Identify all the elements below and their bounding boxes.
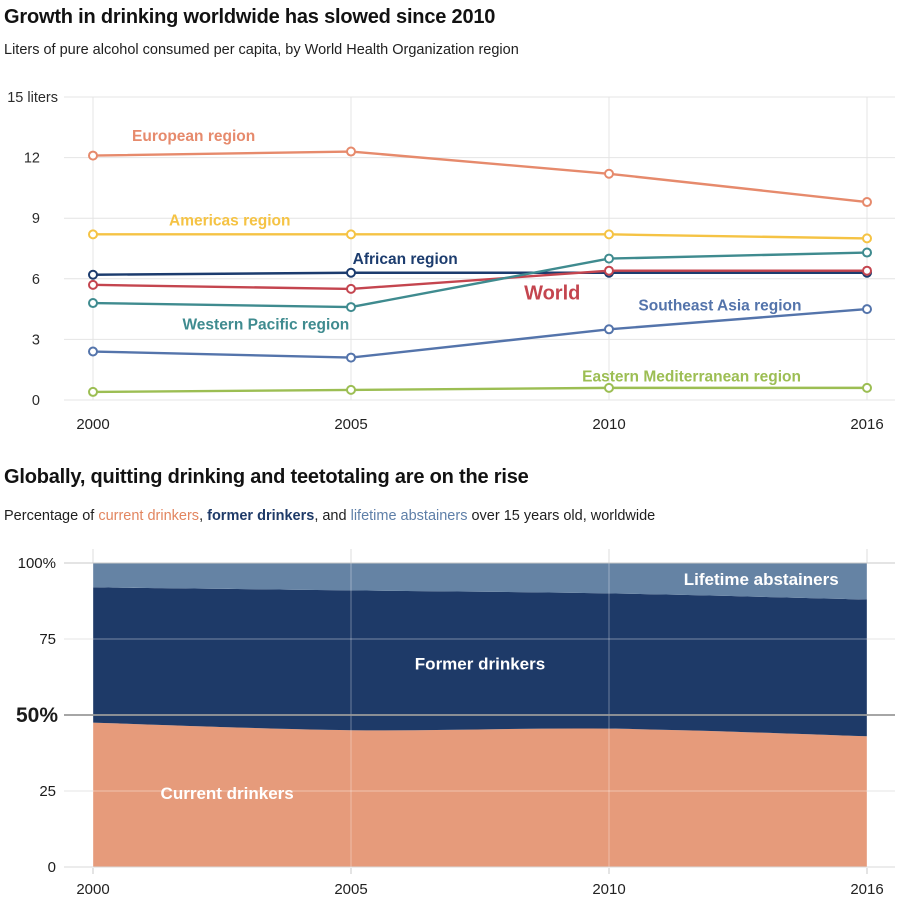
data-point-americas-region: [604, 229, 614, 240]
series-line-southeast-asia-region: [92, 307, 868, 359]
area-lifetime-abstainers: [93, 563, 867, 600]
y-tick-label: 100%: [18, 555, 56, 572]
x-tick-label: 2010: [592, 881, 625, 898]
x-tick-label: 2016: [850, 881, 883, 898]
data-point-southeast-asia-region: [346, 352, 356, 363]
x-tick-label: 2000: [76, 416, 109, 433]
area-current-drinkers: [93, 722, 867, 867]
subtitle-text: Percentage of: [4, 508, 99, 524]
y-tick-label: 15 liters: [7, 90, 58, 106]
y-tick-label: 0: [48, 859, 56, 876]
series-label-western-pacific-region: Western Pacific region: [182, 317, 349, 334]
data-point-european-region: [346, 146, 356, 157]
data-point-eastern-mediterranean-region: [862, 382, 872, 393]
series-line-european-region: [92, 150, 868, 204]
series-line-world: [92, 269, 867, 291]
data-point-eastern-mediterranean-region: [346, 384, 356, 395]
series-line-african-region: [92, 271, 867, 276]
data-point-americas-region: [346, 229, 356, 240]
y-tick-label: 50%: [16, 704, 58, 727]
y-tick-label: 9: [32, 211, 40, 227]
series-label-world: World: [524, 282, 580, 304]
x-tick-label: 2005: [334, 416, 367, 433]
data-point-southeast-asia-region: [862, 304, 872, 315]
y-tick-label: 0: [32, 393, 40, 409]
subtitle-text: over 15 years old, worldwide: [467, 508, 656, 524]
chart2-title: Globally, quitting drinking and teetotal…: [4, 466, 529, 488]
y-tick-label: 6: [32, 272, 40, 288]
data-point-eastern-mediterranean-region: [88, 386, 98, 397]
series-label-current-drinkers: Current drinkers: [161, 784, 294, 803]
data-point-western-pacific-region: [88, 298, 98, 309]
series-label-lifetime-abstainers: Lifetime abstainers: [684, 570, 839, 589]
y-tick-label: 25: [39, 783, 56, 800]
data-point-eastern-mediterranean-region: [604, 382, 614, 393]
data-point-southeast-asia-region: [88, 346, 98, 357]
subtitle-text: , and: [314, 508, 351, 524]
chart2-subtitle: Percentage of current drinkers, former d…: [4, 508, 655, 524]
data-point-americas-region: [88, 229, 98, 240]
data-point-world: [862, 265, 872, 276]
data-point-european-region: [88, 150, 98, 161]
x-tick-label: 2005: [334, 881, 367, 898]
x-tick-label: 2000: [76, 881, 109, 898]
series-label-african-region: African region: [353, 251, 458, 268]
series-label-southeast-asia-region: Southeast Asia region: [638, 298, 801, 315]
data-point-world: [88, 279, 98, 290]
data-point-western-pacific-region: [862, 247, 872, 258]
data-point-western-pacific-region: [604, 253, 614, 264]
series-label-eastern-mediterranean-region: Eastern Mediterranean region: [582, 368, 801, 385]
data-point-african-region: [88, 269, 98, 280]
y-tick-label: 12: [24, 151, 40, 167]
series-line-americas-region: [93, 233, 868, 240]
subtitle-highlight-lifetime-abstainers: lifetime abstainers: [350, 508, 468, 524]
y-tick-label: 75: [39, 631, 56, 648]
x-tick-label: 2010: [592, 416, 625, 433]
data-point-european-region: [862, 197, 872, 208]
data-point-world: [604, 265, 614, 276]
subtitle-highlight-former-drinkers: former drinkers: [207, 508, 315, 524]
y-tick-label: 3: [32, 332, 40, 348]
series-label-americas-region: Americas region: [169, 213, 290, 230]
subtitle-highlight-current-drinkers: current drinkers: [98, 508, 200, 524]
subtitle-text: ,: [199, 508, 208, 524]
series-line-eastern-mediterranean-region: [92, 386, 867, 394]
series-label-former-drinkers: Former drinkers: [415, 654, 545, 673]
series-line-western-pacific-region: [92, 251, 868, 309]
data-point-european-region: [604, 168, 614, 179]
data-point-world: [346, 283, 356, 294]
data-point-african-region: [346, 267, 356, 278]
data-point-western-pacific-region: [346, 302, 356, 313]
chart1-subtitle: Liters of pure alcohol consumed per capi…: [4, 42, 519, 58]
data-point-southeast-asia-region: [604, 324, 614, 335]
x-tick-label: 2016: [850, 416, 883, 433]
area-former-drinkers: [93, 587, 867, 737]
series-label-european-region: European region: [132, 128, 255, 145]
chart1-title: Growth in drinking worldwide has slowed …: [4, 6, 496, 28]
data-point-americas-region: [862, 233, 872, 244]
